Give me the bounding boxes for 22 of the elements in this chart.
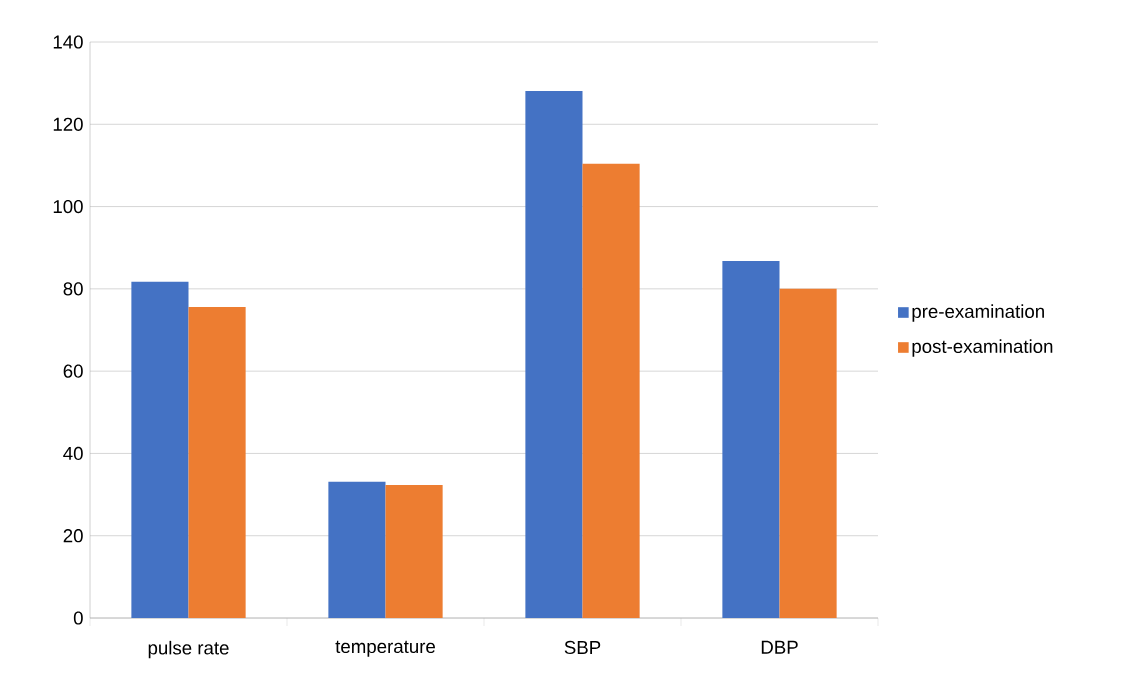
legend-label: pre-examination — [912, 304, 1044, 322]
y-tick-label: 0 — [73, 611, 83, 625]
y-tick-label: 80 — [63, 282, 83, 296]
bar — [188, 306, 246, 618]
x-tick-label: temperature — [335, 640, 435, 657]
legend-label: post-examination — [912, 339, 1053, 357]
y-tick-label: 100 — [53, 199, 83, 214]
y-tick-label: 120 — [53, 117, 83, 131]
bar — [722, 260, 780, 618]
bar — [525, 90, 583, 618]
y-tick-label: 60 — [63, 364, 83, 378]
bar — [385, 485, 443, 618]
x-tick-label: DBP — [761, 640, 798, 654]
y-tick-label: 40 — [63, 446, 83, 461]
bar — [582, 163, 640, 618]
y-tick-label: 20 — [63, 529, 83, 543]
bar — [131, 281, 189, 618]
x-tick-label: pulse rate — [148, 640, 229, 659]
y-tick-label: 140 — [53, 35, 83, 49]
bar — [328, 481, 386, 618]
x-tick-label: SBP — [564, 640, 601, 655]
bar — [779, 288, 837, 618]
